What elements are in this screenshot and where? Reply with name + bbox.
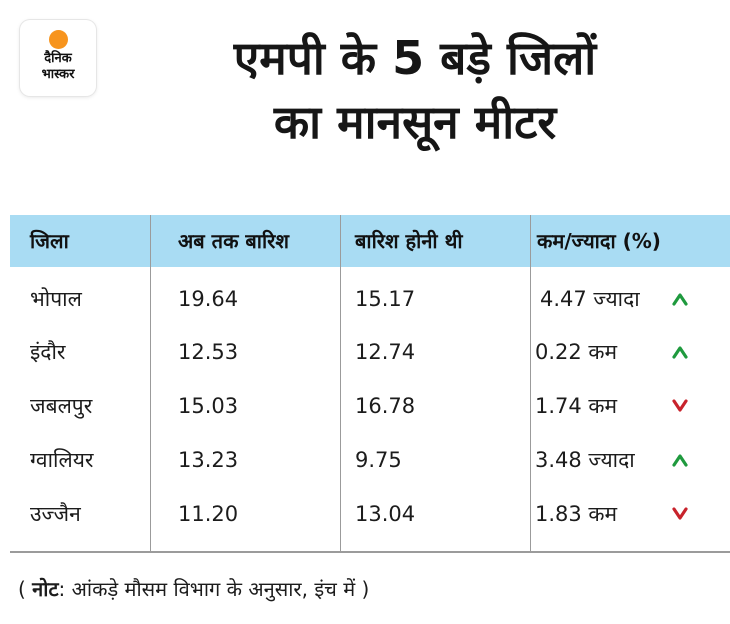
table-cell-expected: 13.04 — [355, 502, 416, 526]
table-cell-district: इंदौर — [30, 340, 66, 364]
table-cell-rain-so-far: 12.53 — [178, 340, 239, 364]
table-cell-rain-so-far: 19.64 — [178, 287, 239, 311]
table-cell-expected: 9.75 — [355, 448, 402, 472]
column-divider — [530, 215, 531, 553]
footnote: ( नोट: आंकड़े मौसम विभाग के अनुसार, इंच … — [18, 575, 369, 603]
footnote-label: नोट — [32, 577, 59, 601]
headline-line2: का मानसून मीटर — [273, 95, 557, 149]
table-cell-difference: 1.74 कम — [535, 394, 618, 418]
table-cell-difference: 0.22 कम — [535, 340, 618, 364]
table-cell-difference: 1.83 कम — [535, 502, 618, 526]
footnote-text: : आंकड़े मौसम विभाग के अनुसार, इंच में ) — [58, 577, 370, 601]
table-cell-expected: 12.74 — [355, 340, 416, 364]
table-cell-district: ग्वालियर — [30, 448, 94, 472]
sun-icon — [49, 30, 68, 49]
header-expected-rain: बारिश होनी थी — [355, 229, 463, 253]
logo-text-line1: दैनिक — [44, 51, 72, 66]
header-rain-so-far: अब तक बारिश — [178, 229, 289, 253]
table-cell-expected: 16.78 — [355, 394, 416, 418]
table-bottom-border — [10, 551, 730, 553]
table-cell-district: जबलपुर — [30, 394, 93, 418]
headline-line1: एमपी के 5 बड़े जिलों — [233, 31, 597, 85]
down-arrow-icon — [672, 399, 688, 412]
dainik-bhaskar-logo: दैनिक भास्कर — [20, 20, 96, 96]
column-divider — [340, 215, 341, 553]
up-arrow-icon — [672, 454, 688, 467]
column-divider — [150, 215, 151, 553]
header-district: जिला — [30, 229, 69, 253]
header-difference: कम/ज्यादा (%) — [537, 229, 661, 253]
table-cell-district: भोपाल — [30, 287, 82, 311]
table-cell-difference: 3.48 ज्यादा — [535, 448, 635, 472]
table-cell-district: उज्जैन — [30, 502, 81, 526]
headline: एमपी के 5 बड़े जिलों का मानसून मीटर — [120, 26, 710, 154]
table-cell-rain-so-far: 11.20 — [178, 502, 239, 526]
table-cell-rain-so-far: 13.23 — [178, 448, 239, 472]
table-header — [10, 215, 730, 267]
monsoon-table: जिला अब तक बारिश बारिश होनी थी कम/ज्यादा… — [10, 215, 730, 553]
table-cell-difference: 4.47 ज्यादा — [540, 287, 640, 311]
logo-text-line2: भास्कर — [41, 67, 75, 82]
up-arrow-icon — [672, 293, 688, 306]
table-cell-expected: 15.17 — [355, 287, 416, 311]
up-arrow-icon — [672, 346, 688, 359]
down-arrow-icon — [672, 507, 688, 520]
table-cell-rain-so-far: 15.03 — [178, 394, 239, 418]
footnote-open: ( — [18, 577, 33, 601]
